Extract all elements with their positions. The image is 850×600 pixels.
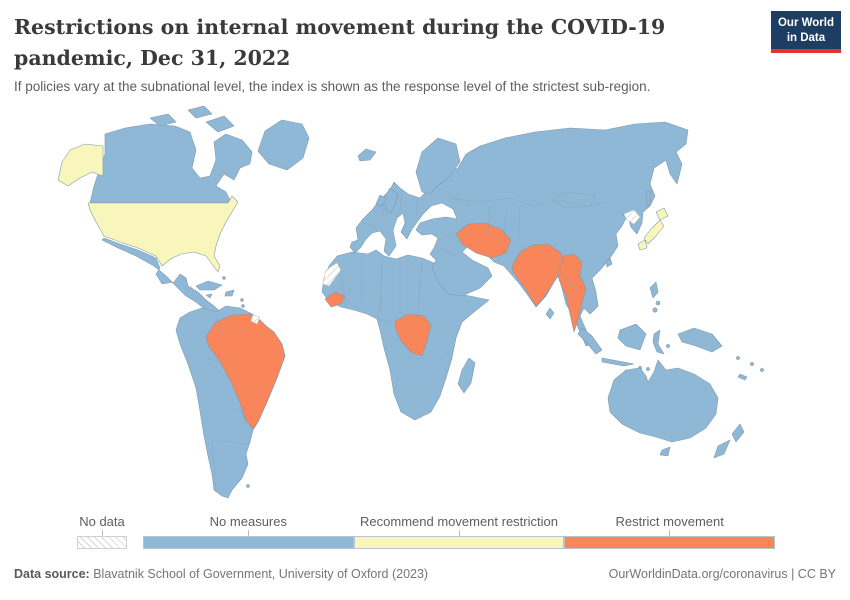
country-philippines-mindanao[interactable] (652, 307, 658, 313)
country-iran[interactable] (455, 222, 512, 259)
region-bahamas[interactable] (222, 276, 226, 280)
region-mexico-central-america[interactable] (101, 237, 221, 317)
region-pacific-islands[interactable] (736, 356, 740, 360)
legend-bin-swatch (143, 536, 354, 549)
legend-tick (247, 530, 249, 536)
country-jamaica[interactable] (205, 293, 213, 299)
chart-footer: Data source: Blavatnik School of Governm… (14, 567, 836, 581)
country-canada-baffin-island[interactable] (205, 115, 235, 133)
legend-bin-recommend[interactable]: Recommend movement restriction (353, 514, 565, 549)
country-philippines[interactable] (649, 281, 659, 299)
data-source-label: Data source: (14, 567, 90, 581)
country-usa[interactable] (87, 195, 239, 273)
legend-no-data-label: No data (79, 514, 125, 529)
country-india[interactable] (511, 243, 567, 307)
country-madagascar[interactable] (457, 357, 476, 394)
data-source-text: Blavatnik School of Government, Universi… (93, 567, 429, 581)
country-canada-victoria-island[interactable] (149, 113, 177, 127)
legend-bin-swatch (353, 536, 565, 549)
legend-tick (458, 530, 460, 536)
legend-no-data-swatch (77, 536, 127, 549)
country-canada-ellesmere-island[interactable] (187, 105, 213, 119)
region-western-sahara[interactable] (322, 262, 342, 287)
region-lesser-sunda[interactable] (646, 367, 650, 371)
credit-line: OurWorldinData.org/coronavirus | CC BY (608, 567, 836, 581)
region-new-caledonia[interactable] (737, 373, 748, 381)
world-map[interactable] (10, 105, 840, 508)
region-lesser-antilles[interactable] (241, 304, 245, 308)
country-new-zealand-south[interactable] (713, 439, 731, 459)
legend-bin-label: Restrict movement (615, 514, 724, 529)
legend-bin-label: Recommend movement restriction (360, 514, 558, 529)
region-maluku[interactable] (666, 344, 670, 348)
legend-bin-label: No measures (209, 514, 287, 529)
country-ireland[interactable] (375, 194, 388, 208)
region-sakhalin[interactable] (645, 189, 652, 207)
country-taiwan[interactable] (605, 257, 613, 268)
legend-no-data[interactable]: No data (77, 514, 127, 549)
country-new-zealand-north[interactable] (731, 423, 745, 443)
country-borders (181, 185, 611, 493)
region-lesser-antilles[interactable] (240, 298, 244, 302)
country-japan-kyushu[interactable] (637, 239, 648, 251)
region-tasmania[interactable] (659, 446, 671, 457)
legend-bar: No measures Recommend movement restricti… (143, 514, 776, 549)
country-canada[interactable] (89, 123, 253, 204)
country-japan-hokkaido[interactable] (655, 207, 669, 221)
logo-line1: Our World (777, 17, 834, 29)
country-sri-lanka[interactable] (545, 307, 555, 320)
region-scandinavia[interactable] (415, 137, 461, 195)
region-new-guinea[interactable] (677, 327, 723, 353)
country-australia[interactable] (607, 359, 719, 443)
country-brazil[interactable] (205, 313, 286, 430)
country-philippines-south[interactable] (655, 300, 661, 306)
region-bangladesh-myanmar[interactable] (557, 253, 587, 333)
country-greenland[interactable] (257, 119, 310, 171)
country-north-korea[interactable] (623, 209, 641, 225)
data-source: Data source: Blavatnik School of Governm… (14, 567, 428, 581)
country-iceland[interactable] (357, 148, 377, 162)
region-pacific-islands[interactable] (760, 368, 764, 372)
legend-tick (669, 530, 671, 536)
legend-bin-restrict[interactable]: Restrict movement (564, 514, 776, 549)
region-borneo[interactable] (617, 323, 647, 351)
legend-tick (101, 530, 103, 536)
logo-line2: in Data (786, 31, 826, 44)
legend-bin-swatch (564, 536, 776, 549)
page-title: Restrictions on internal movement during… (14, 15, 666, 70)
region-sulawesi[interactable] (652, 329, 665, 355)
region-french-guiana[interactable] (250, 314, 261, 325)
region-java[interactable] (601, 357, 635, 367)
country-usa-alaska[interactable] (57, 143, 104, 187)
country-hispaniola[interactable] (224, 289, 235, 297)
country-guinea[interactable] (324, 291, 346, 308)
region-sumatra[interactable] (577, 327, 603, 355)
map-legend: No data No measures Recommend movement r… (77, 514, 776, 549)
country-dr-congo[interactable] (394, 313, 432, 357)
chart-subtitle: If policies vary at the subnational leve… (14, 79, 651, 94)
legend-bin-no-measures[interactable]: No measures (143, 514, 354, 549)
region-eurasia[interactable] (349, 121, 689, 347)
country-japan-honshu[interactable] (643, 219, 665, 245)
owid-logo: Our World in Data (770, 11, 841, 53)
region-falkland-islands[interactable] (246, 484, 250, 488)
region-pacific-islands[interactable] (750, 362, 754, 366)
country-cuba[interactable] (195, 280, 223, 291)
